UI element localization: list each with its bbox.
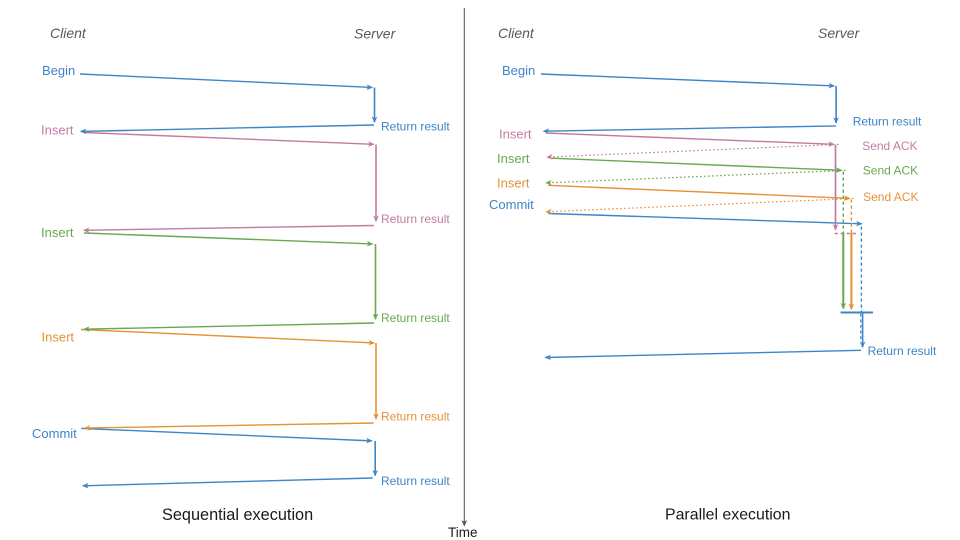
svg-text:Insert: Insert xyxy=(42,330,75,345)
svg-text:Send ACK: Send ACK xyxy=(863,164,918,178)
svg-text:Server: Server xyxy=(818,25,861,41)
svg-text:Parallel execution: Parallel execution xyxy=(665,507,790,524)
svg-text:Commit: Commit xyxy=(489,197,534,212)
svg-text:Insert: Insert xyxy=(497,176,530,191)
svg-text:Insert: Insert xyxy=(497,151,530,166)
svg-text:Insert: Insert xyxy=(41,123,74,138)
svg-text:Return result: Return result xyxy=(381,120,450,134)
svg-text:Server: Server xyxy=(354,26,397,42)
svg-text:Return result: Return result xyxy=(381,474,450,488)
svg-text:Return result: Return result xyxy=(381,212,450,226)
svg-text:Send ACK: Send ACK xyxy=(862,139,917,153)
svg-text:Insert: Insert xyxy=(41,225,74,240)
svg-text:Client: Client xyxy=(498,25,535,41)
svg-text:Return result: Return result xyxy=(381,409,450,423)
svg-text:Begin: Begin xyxy=(42,63,75,78)
svg-text:Send ACK: Send ACK xyxy=(863,190,918,204)
svg-text:Commit: Commit xyxy=(32,426,77,441)
svg-text:Return result: Return result xyxy=(868,344,937,358)
svg-text:Sequential execution: Sequential execution xyxy=(162,506,313,524)
svg-text:Return result: Return result xyxy=(381,311,450,325)
svg-text:Time: Time xyxy=(448,525,478,540)
svg-text:Return result: Return result xyxy=(853,115,922,129)
svg-text:Client: Client xyxy=(50,25,87,41)
svg-text:Insert: Insert xyxy=(499,127,532,142)
svg-text:Begin: Begin xyxy=(502,63,535,78)
